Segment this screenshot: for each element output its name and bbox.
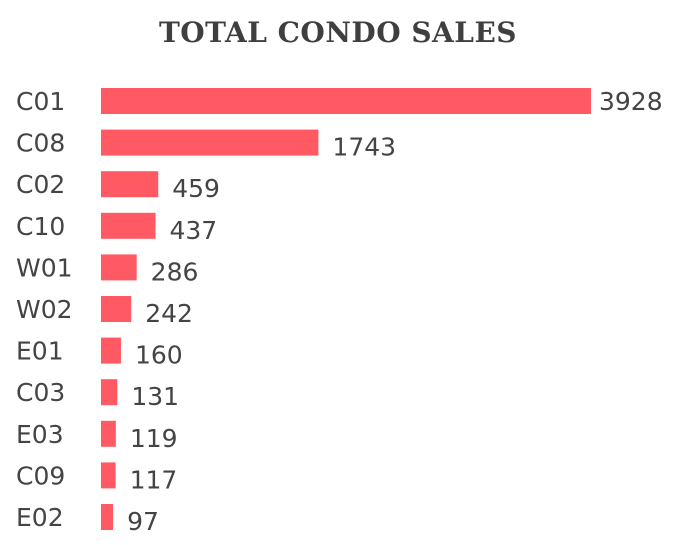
bar-e01 — [101, 337, 121, 364]
bar-e03 — [101, 420, 116, 447]
chart-title: TOTAL CONDO SALES — [158, 16, 518, 49]
bar-c10 — [101, 212, 156, 239]
bar-c01 — [101, 88, 591, 114]
category-label-e01: E01 — [16, 337, 64, 366]
value-label-c02: 459 — [172, 174, 220, 203]
category-label-c02: C02 — [16, 170, 65, 199]
bar-w02 — [101, 296, 132, 322]
value-label-c09: 117 — [130, 465, 178, 494]
value-label-c08: 1743 — [332, 133, 396, 162]
value-label-c03: 131 — [131, 382, 179, 411]
category-label-e03: E03 — [16, 420, 64, 449]
category-label-c08: C08 — [16, 129, 65, 158]
category-label-c10: C10 — [16, 212, 65, 241]
value-label-w02: 242 — [145, 299, 193, 328]
category-label-c09: C09 — [16, 461, 65, 490]
bar-e02 — [101, 504, 114, 530]
category-label-w01: W01 — [16, 253, 73, 282]
category-label-c03: C03 — [16, 378, 65, 407]
category-label-e02: E02 — [16, 503, 64, 532]
category-label-w02: W02 — [16, 295, 73, 324]
category-label-c01: C01 — [16, 87, 65, 116]
bar-c09 — [101, 462, 116, 489]
value-label-w01: 286 — [151, 257, 199, 286]
value-label-e02: 97 — [127, 507, 159, 536]
value-label-c10: 437 — [170, 216, 218, 245]
bar-c08 — [101, 129, 319, 156]
value-label-c01: 3928 — [599, 87, 663, 116]
value-label-e01: 160 — [135, 341, 183, 370]
bar-c02 — [101, 171, 159, 198]
bar-w01 — [101, 254, 137, 281]
bar-c03 — [101, 379, 118, 406]
value-label-e03: 119 — [130, 424, 178, 453]
